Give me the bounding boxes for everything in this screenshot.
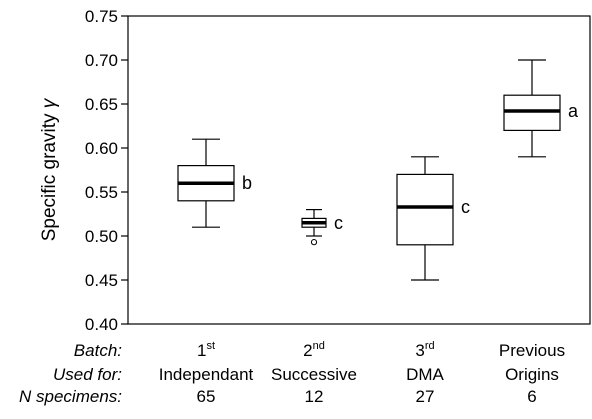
category-labels: 1st Independant 65 2nd Successive 12 3rd DMA 27 P… bbox=[159, 340, 565, 406]
used-for-label: DMA bbox=[406, 365, 444, 384]
used-for-label: Independant bbox=[159, 365, 254, 384]
y-axis-label: Specific gravity γ bbox=[39, 97, 60, 241]
n-specimens-label: 27 bbox=[416, 387, 435, 406]
y-tick-label: 0.50 bbox=[85, 227, 118, 246]
plot-frame bbox=[127, 15, 591, 325]
iqr-box bbox=[503, 94, 561, 131]
batch-label: 1st bbox=[197, 340, 215, 360]
significance-letter: b bbox=[242, 173, 252, 193]
used-for-label: Successive bbox=[271, 365, 357, 384]
box-group: b bbox=[177, 138, 252, 228]
y-axis-ticks: 0.40 0.45 0.50 0.55 0.60 0.65 0.70 0.75 bbox=[85, 7, 128, 334]
y-tick-label: 0.65 bbox=[85, 95, 118, 114]
box-group: c bbox=[301, 209, 343, 246]
y-tick-label: 0.70 bbox=[85, 51, 118, 70]
batch-label: 3rd bbox=[415, 340, 434, 360]
batch-label: Previous bbox=[499, 341, 565, 360]
y-tick-label: 0.40 bbox=[85, 315, 118, 334]
batch-label: 2nd bbox=[303, 340, 325, 360]
significance-letter: a bbox=[568, 101, 579, 121]
n-specimens-label: 65 bbox=[197, 387, 216, 406]
box-group: a bbox=[503, 59, 579, 158]
n-specimens-label: 6 bbox=[527, 387, 536, 406]
row-label: Batch: bbox=[74, 341, 122, 360]
significance-letter: c bbox=[334, 213, 343, 233]
boxes: b c c a bbox=[177, 59, 579, 281]
row-labels: Batch: Used for: N specimens: bbox=[19, 341, 122, 406]
row-label: N specimens: bbox=[19, 387, 122, 406]
y-tick-label: 0.60 bbox=[85, 139, 118, 158]
n-specimens-label: 12 bbox=[305, 387, 324, 406]
y-tick-label: 0.75 bbox=[85, 7, 118, 26]
axes bbox=[127, 15, 591, 325]
significance-letter: c bbox=[461, 197, 470, 217]
used-for-label: Origins bbox=[505, 365, 559, 384]
y-tick-label: 0.45 bbox=[85, 271, 118, 290]
iqr-box bbox=[396, 173, 454, 246]
y-tick-label: 0.55 bbox=[85, 183, 118, 202]
row-label: Used for: bbox=[53, 365, 122, 384]
outlier-point bbox=[310, 239, 318, 246]
box-group: c bbox=[396, 156, 470, 281]
